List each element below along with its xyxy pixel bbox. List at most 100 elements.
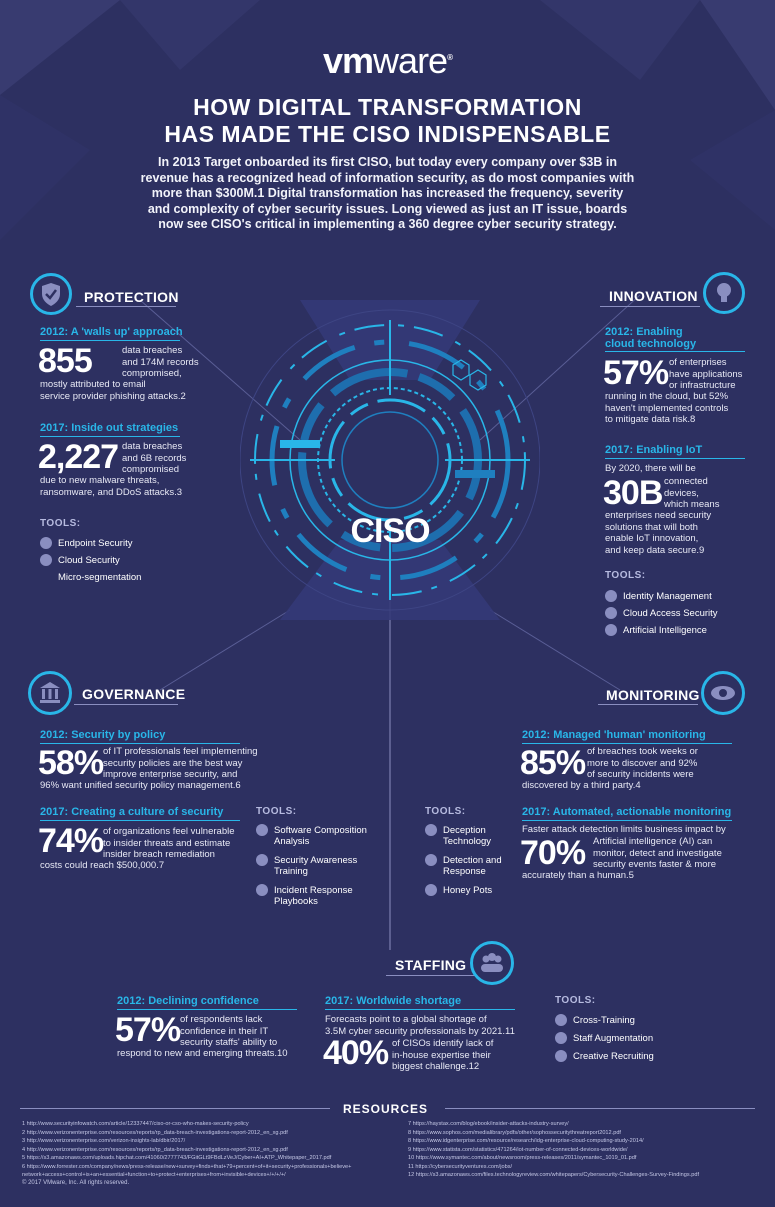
protection-2012-line4: mostly attributed to email [40,379,146,390]
team-icon [555,1050,567,1062]
protection-2017-line3: compromised [122,464,180,475]
innovation-2012-label-line2: cloud technology [605,338,697,350]
innovation-2017-text: connected devices, which means [664,476,719,511]
innovation-2012-line1: of enterprises [669,357,727,368]
copyright: © 2017 VMware, Inc. All rights reserved. [22,1179,130,1186]
tool-label: Identity Management [623,591,712,602]
protection-2012-line5: service provider phishing attacks.2 [40,390,186,402]
tool-creative-recruiting: Creative Recruiting [555,1050,654,1062]
staffing-2017-stat: 40% [323,1034,389,1072]
staffing-2012-line4: respond to new and emerging threats.10 [117,1048,288,1059]
reference-item[interactable]: 7 https://haystax.com/blog/ebook/insider… [408,1121,569,1127]
book-icon [256,884,268,896]
cross-arrows-icon [555,1014,567,1026]
tool-cross-training: Cross-Training [555,1014,654,1026]
innovation-2012-line2: have applications [669,368,743,380]
tool-label: Incident Response Playbooks [274,885,353,907]
innovation-2017-stat: 30B [603,474,663,512]
reference-item[interactable]: network+access+control+is+an+essential+f… [22,1172,286,1178]
innovation-tools-heading: TOOLS: [605,570,646,581]
governance-2017-line3: insider breach remediation [103,849,215,860]
staffing-2017-line3: biggest challenge.12 [392,1061,480,1072]
staffing-2017-line2: in-house expertise their [392,1049,491,1061]
protection-2017-text: data breaches and 6B records compromised [122,441,186,476]
brain-icon [605,624,617,636]
innovation-2017-line4: enterprises need security [605,510,712,521]
protection-heading: PROTECTION [84,289,179,305]
staffing-heading: STAFFING [395,957,467,973]
page-title: HOW DIGITAL TRANSFORMATION HAS MADE THE … [0,94,775,148]
protection-tools-heading: TOOLS: [40,518,81,529]
reference-item[interactable]: 1 http://www.securityinfowatch.com/artic… [22,1121,249,1127]
resources-left-list: 1 http://www.securityinfowatch.com/artic… [22,1120,392,1186]
protection-2017-label: 2017: Inside out strategies [40,422,179,434]
monitoring-heading: MONITORING [606,687,700,703]
innovation-2012-line5: haven't implemented controls [605,402,729,414]
governance-2017-line2: to insider threats and estimate [103,837,231,849]
ciso-label: CISO [350,512,430,550]
tool-label: Staff Augmentation [573,1033,654,1044]
tool-label: Security Awareness Training [274,855,358,877]
resources-rule-left [20,1108,330,1109]
governance-tools-heading: TOOLS: [256,806,297,817]
reference-item[interactable]: 10 https://www.symantec.com/about/newsro… [408,1155,637,1161]
reference-item[interactable]: 2 http://www.verizonenterprise.com/resou… [22,1129,288,1136]
monitoring-tools-list: Deception Technology Detection and Respo… [425,824,515,896]
reference-item[interactable]: 12 https://s3.amazonaws.com/files.techno… [408,1172,700,1178]
reference-item[interactable]: 3 http://www.verizonenterprise.com/veriz… [22,1138,186,1144]
staffing-2017-divider [325,1009,515,1010]
reference-item[interactable]: 9 https://www.statista.com/statistics/47… [408,1146,628,1153]
staffing-2012-stat: 57% [115,1011,181,1049]
vmware-logo: vmware® [0,40,775,82]
innovation-2017-divider [605,458,745,459]
reference-item[interactable]: 6 https://www.forrester.com/company/news… [22,1163,352,1170]
governance-2012-divider [40,743,240,744]
governance-2017-line4: costs could reach $500,000.7 [40,860,165,871]
eye-icon [701,671,745,715]
tool-label: Cloud Access Security [623,608,718,619]
monitoring-2017-label: 2017: Automated, actionable monitoring [522,806,732,818]
innovation-2012-text-b: running in the cloud, but 52% haven't im… [605,391,728,426]
tool-label: Deception Technology [443,825,492,847]
monitoring-2017-line3: security events faster & more [593,859,717,870]
staffing-2012-line2: confidence in their IT [180,1025,269,1037]
tool-label: Micro-segmentation [58,572,142,583]
person-add-icon [555,1032,567,1044]
innovation-2012-line3: or infrastructure [669,380,736,391]
shield-icon [40,537,52,549]
monitoring-2017-line1: Artificial intelligence (AI) can [593,836,713,847]
reference-item[interactable]: 4 http://www.verizonenterprise.com/resou… [22,1146,288,1153]
innovation-2017-text-b: enterprises need security solutions that… [605,510,711,556]
innovation-2012-line6: to mitigate data risk.8 [605,414,696,425]
innovation-2017-line3: which means [664,499,720,510]
protection-2017-line1: data breaches [122,441,183,452]
protection-divider [76,306,176,307]
monitoring-2017-line2: monitor, detect and investigate [593,847,722,859]
protection-2012-label: 2012: A 'walls up' approach [40,326,183,338]
governance-2012-text: of IT professionals feel implementing se… [103,746,258,781]
protection-2012-line1: data breaches [122,345,183,356]
protection-2017-divider [40,436,180,437]
protection-2017-line4: due to new malware threats, [40,475,160,486]
reference-item[interactable]: 8 https://www.sophos.com/medialibrary/pd… [408,1129,621,1136]
protection-tools-list: Endpoint Security Cloud Security Micro-s… [40,537,142,583]
tool-honey-pots: Honey Pots [425,884,515,896]
tool-detection-and-response: Detection and Response [425,854,515,877]
reference-item[interactable]: 11 https://cybersecurityventures.com/job… [408,1163,513,1170]
governance-2017-divider [40,820,240,821]
innovation-heading: INNOVATION [609,288,698,304]
reference-item[interactable]: 5 https://s3.amazonaws.com/uploads.hipch… [22,1155,332,1161]
logo-reg: ® [447,53,453,62]
staffing-divider [386,975,476,976]
reference-item[interactable]: 8 https://www.idgenterprise.com/resource… [408,1138,644,1144]
innovation-tools-list: Identity Management Cloud Access Securit… [605,590,718,636]
protection-2012-divider [40,340,180,341]
innovation-2017-line1: connected [664,476,708,487]
governance-heading: GOVERNANCE [82,686,186,702]
staffing-2017-pre-line2: 3.5M cyber security professionals by 202… [325,1025,515,1037]
governance-2012-line1: of IT professionals feel implementing [103,746,258,757]
governance-2017-line1: of organizations feel vulnerable [103,826,235,837]
staffing-2017-label: 2017: Worldwide shortage [325,995,462,1007]
logo-ware: ware [373,40,448,81]
monitoring-divider [598,704,698,705]
